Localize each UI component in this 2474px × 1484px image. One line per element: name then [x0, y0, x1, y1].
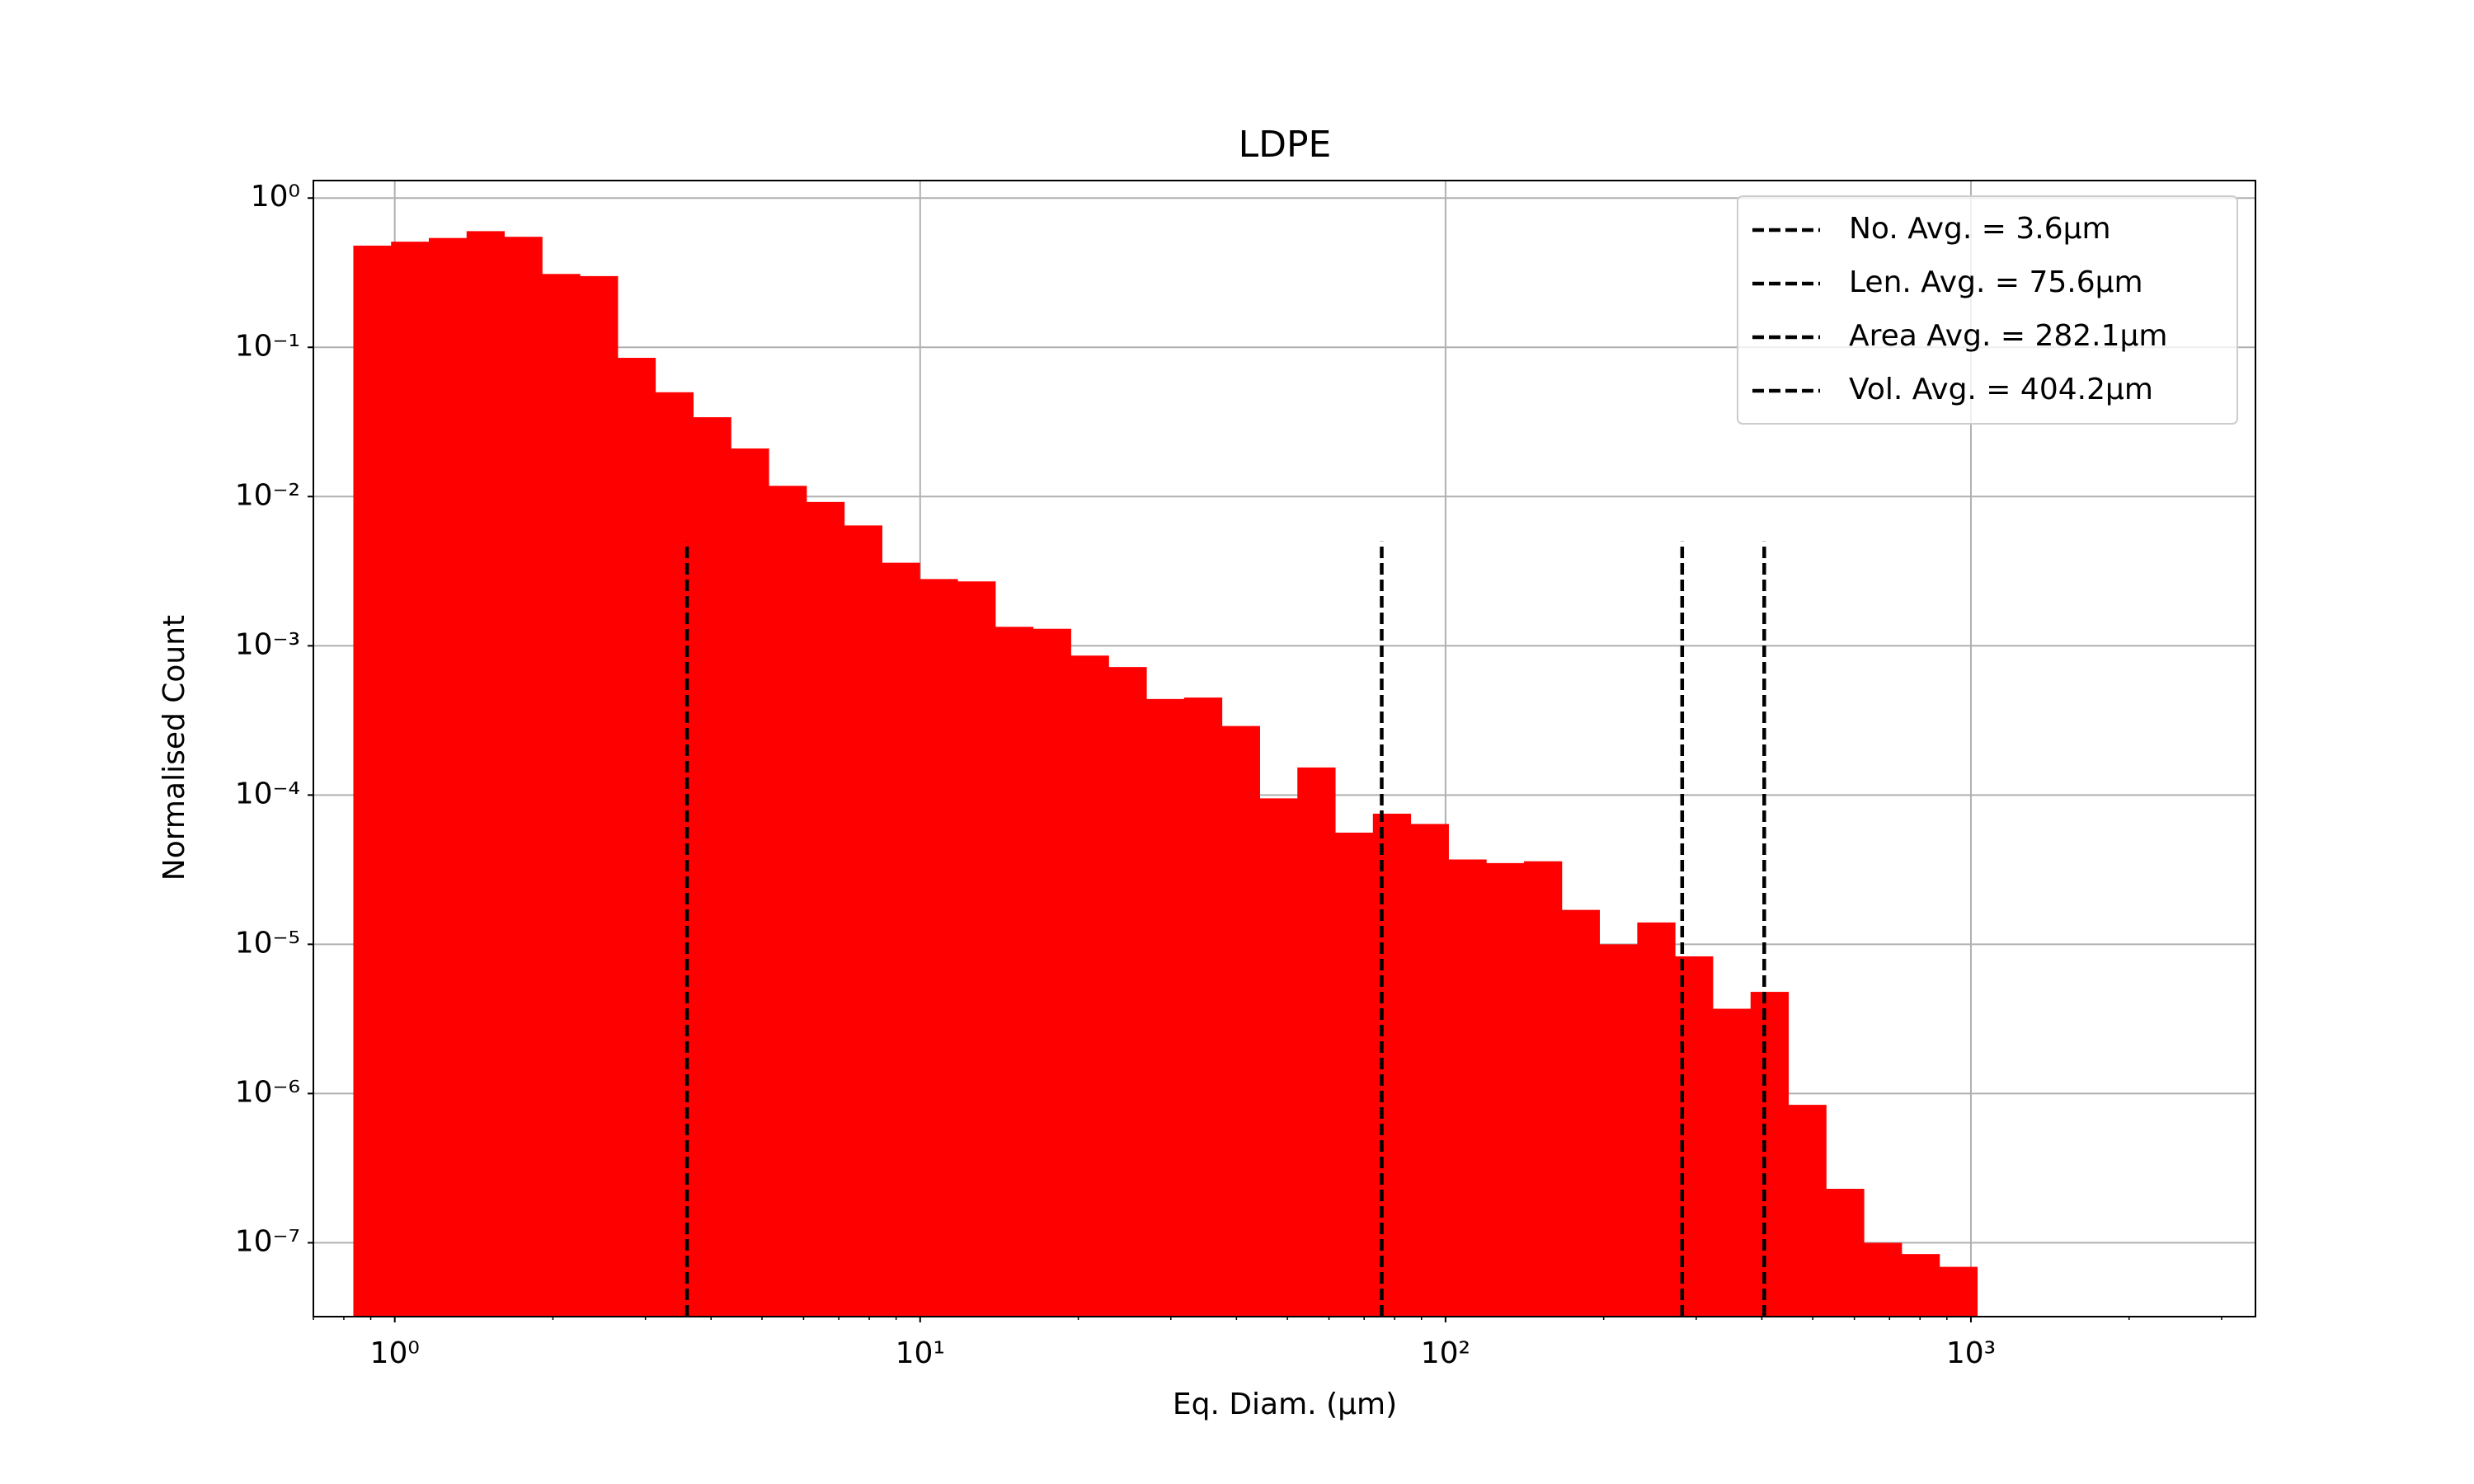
bar	[1637, 922, 1676, 1317]
bar	[882, 562, 920, 1317]
bar	[504, 237, 543, 1317]
legend-label: Len. Avg. = 75.6µm	[1849, 265, 2143, 299]
y-tick-label: 10⁻³	[235, 627, 300, 661]
x-tick-label: 10²	[1421, 1336, 1470, 1370]
bar	[1523, 861, 1563, 1317]
bar	[995, 627, 1034, 1317]
bar	[1486, 862, 1525, 1317]
bar	[1561, 909, 1600, 1317]
bar	[1032, 628, 1071, 1317]
y-tick-label: 10⁰	[251, 180, 300, 214]
bar	[1712, 1008, 1752, 1317]
bar	[580, 275, 618, 1317]
bar	[1939, 1266, 1978, 1317]
x-tick-label: 10¹	[896, 1336, 945, 1370]
y-tick-label: 10⁻⁷	[235, 1224, 300, 1258]
legend-label: No. Avg. = 3.6µm	[1849, 212, 2111, 246]
bar	[1599, 944, 1638, 1317]
bar	[920, 579, 958, 1317]
bar	[353, 245, 392, 1317]
bar	[1259, 798, 1298, 1317]
bar	[542, 274, 581, 1317]
y-tick-label: 10⁻⁴	[235, 777, 300, 810]
legend-label: Area Avg. = 282.1µm	[1849, 319, 2168, 353]
bar	[1448, 859, 1487, 1317]
legend-label: Vol. Avg. = 404.2µm	[1849, 373, 2153, 406]
plot-frame	[313, 180, 2256, 1317]
legend-box	[1737, 195, 2238, 425]
bar	[1901, 1254, 1940, 1317]
bar	[1183, 697, 1223, 1317]
bar	[617, 358, 656, 1317]
bar	[1221, 726, 1260, 1317]
bar	[1297, 767, 1336, 1317]
bar	[1750, 992, 1790, 1317]
x-axis-label: Eq. Diam. (µm)	[1173, 1388, 1397, 1421]
bar	[844, 525, 882, 1317]
bar	[391, 242, 430, 1317]
y-tick-label: 10⁻⁵	[235, 926, 300, 960]
bar	[957, 581, 996, 1317]
bar	[1788, 1105, 1827, 1317]
bar	[1070, 655, 1109, 1317]
bar	[1108, 667, 1147, 1317]
x-tick-label: 10³	[1946, 1336, 1996, 1370]
bar	[1864, 1242, 1903, 1317]
bar	[1146, 698, 1185, 1317]
y-tick-label: 10⁻⁶	[235, 1075, 300, 1109]
bar	[693, 417, 731, 1317]
bar	[806, 501, 845, 1317]
chart-title: LDPE	[1239, 124, 1332, 166]
y-axis-label: Normalised Count	[158, 615, 191, 881]
bar	[731, 448, 769, 1317]
bar	[466, 231, 505, 1317]
legend: No. Avg. = 3.6µm Len. Avg. = 75.6µm Area A…	[1737, 195, 2238, 425]
bar	[428, 237, 468, 1317]
bar	[769, 486, 807, 1317]
bar	[1410, 824, 1449, 1317]
x-tick-label: 10⁰	[370, 1336, 420, 1370]
bar	[1335, 832, 1374, 1317]
bar	[1372, 813, 1412, 1317]
bar	[1826, 1188, 1865, 1317]
y-tick-label: 10⁻¹	[235, 329, 300, 363]
y-tick-label: 10⁻²	[235, 478, 300, 512]
